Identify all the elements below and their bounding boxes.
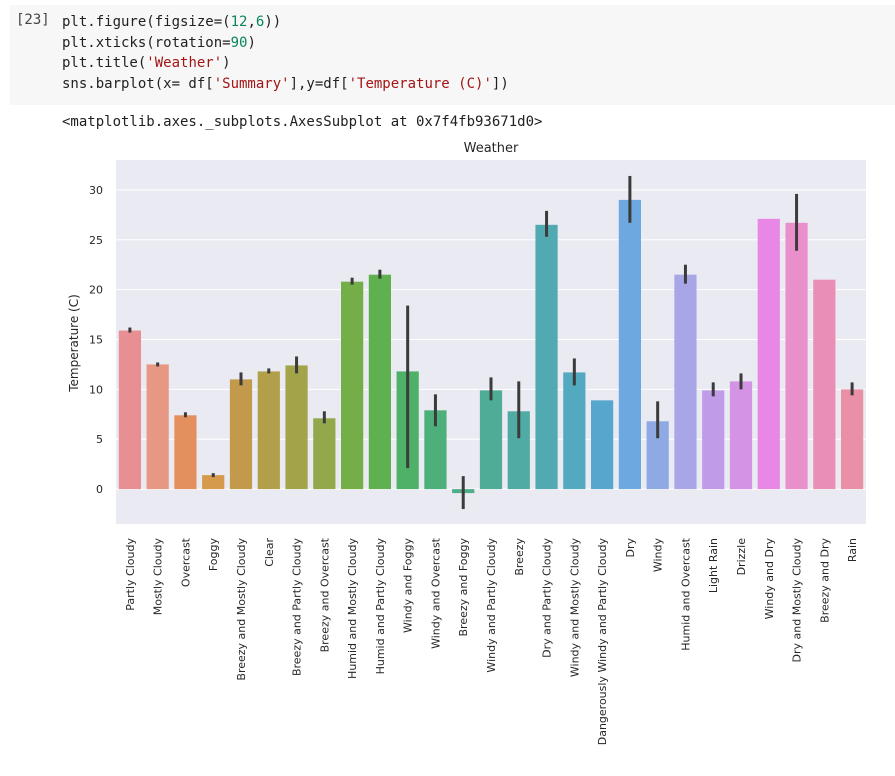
bar — [702, 390, 725, 490]
code-cell[interactable]: [23] plt.figure(figsize=(12,6)) plt.xtick… — [10, 5, 895, 105]
bar — [563, 372, 586, 490]
x-tick-label: Windy and Foggy — [402, 538, 415, 633]
bar — [341, 281, 364, 490]
code-token: 90 — [230, 34, 248, 51]
bar — [368, 274, 391, 490]
x-tick-label: Dry and Mostly Cloudy — [791, 538, 804, 663]
y-tick-label: 30 — [89, 184, 103, 197]
y-tick-label: 15 — [89, 334, 103, 347]
bar — [313, 418, 336, 490]
bar — [618, 199, 641, 490]
bar — [674, 274, 697, 490]
code-line: sns.barplot(x= df['Summary'],y=df['Tempe… — [62, 74, 509, 95]
bar — [507, 411, 530, 490]
x-tick-label: Humid and Partly Cloudy — [374, 538, 387, 675]
x-tick-label: Windy and Dry — [763, 538, 776, 620]
x-tick-label: Foggy — [207, 538, 220, 572]
chart-title: Weather — [464, 141, 519, 156]
bars — [118, 199, 864, 494]
bar — [757, 218, 780, 490]
x-tick-label: Clear — [263, 538, 276, 567]
code-token: ) — [247, 34, 256, 51]
y-tick-label: 20 — [89, 284, 103, 297]
code-token: plt.xticks(rotation= — [62, 34, 231, 51]
code-token: ) — [222, 55, 231, 71]
bar — [146, 364, 169, 490]
x-tick-label: Breezy — [513, 538, 526, 576]
code-token: plt.figure(figsize=( — [62, 14, 231, 30]
bar — [174, 415, 197, 490]
bar — [118, 330, 141, 490]
execution-count: [23] — [16, 12, 50, 28]
code-token: 12 — [230, 14, 248, 30]
x-tick-label: Windy — [652, 538, 665, 573]
x-tick-label: Light Rain — [707, 538, 720, 593]
x-tick-label: Windy and Partly Cloudy — [485, 538, 498, 673]
bar — [229, 379, 253, 490]
x-tick-label: Breezy and Dry — [818, 538, 831, 623]
y-tick-label: 25 — [89, 234, 103, 247]
code-token: sns.barplot(x= df[ — [62, 75, 214, 92]
code-token: plt.title( — [62, 55, 147, 71]
x-tick-label: Drizzle — [735, 538, 748, 576]
y-tick-label: 0 — [96, 483, 103, 496]
x-tick-label: Dry and Partly Cloudy — [541, 538, 554, 658]
x-tick-label: Rain — [846, 538, 859, 562]
x-tick-label: Windy and Mostly Cloudy — [568, 538, 581, 678]
x-tick-labels: Partly Cloudy Mostly Cloudy Overcast Foggy B… — [124, 537, 859, 745]
cell-output-text: <matplotlib.axes._subplots.AxesSubplot a… — [62, 114, 543, 130]
bar — [479, 390, 503, 490]
bar — [729, 381, 753, 490]
bar — [535, 224, 558, 490]
x-tick-label: Breezy and Mostly Cloudy — [235, 538, 248, 681]
bar — [813, 279, 836, 490]
x-tick-label: Overcast — [179, 537, 192, 587]
x-tick-label: Breezy and Foggy — [457, 538, 470, 637]
y-tick-labels: 0 5 10 15 20 25 30 — [89, 184, 103, 496]
code-token: ],y=df[ — [289, 75, 349, 92]
bar — [591, 400, 614, 490]
code-editor[interactable]: plt.figure(figsize=(12,6)) plt.xticks(rot… — [62, 12, 509, 94]
x-tick-label: Dry — [624, 538, 637, 558]
bar — [424, 410, 447, 490]
bar — [785, 222, 808, 490]
code-token: , — [247, 14, 256, 30]
x-tick-label: Breezy and Partly Cloudy — [291, 538, 304, 677]
y-tick-label: 5 — [96, 433, 103, 446]
bar — [841, 389, 864, 490]
code-token: ]) — [491, 75, 509, 92]
code-token: 'Temperature (C)' — [348, 75, 492, 92]
x-tick-label: Dangerously Windy and Partly Cloudy — [596, 538, 609, 746]
x-tick-label: Partly Cloudy — [124, 538, 137, 611]
y-axis-label: Temperature (C) — [67, 294, 81, 393]
code-line: plt.xticks(rotation=90) — [62, 33, 509, 54]
x-tick-label: Mostly Cloudy — [152, 538, 165, 616]
code-token: 'Summary' — [213, 75, 290, 92]
code-token: 6 — [255, 14, 265, 30]
code-token: )) — [264, 14, 282, 30]
x-tick-label: Humid and Overcast — [679, 537, 692, 650]
bar — [646, 421, 669, 490]
x-tick-label: Humid and Mostly Cloudy — [346, 538, 359, 679]
bar — [257, 371, 280, 490]
error-bars — [128, 175, 854, 510]
y-tick-label: 10 — [89, 383, 103, 396]
x-tick-label: Breezy and Overcast — [318, 537, 331, 652]
code-token: 'Weather' — [146, 55, 223, 71]
x-tick-label: Windy and Overcast — [429, 537, 442, 649]
code-line: plt.title('Weather') — [62, 53, 509, 74]
bar — [285, 365, 308, 490]
bar — [202, 475, 225, 490]
code-line: plt.figure(figsize=(12,6)) — [62, 12, 509, 33]
